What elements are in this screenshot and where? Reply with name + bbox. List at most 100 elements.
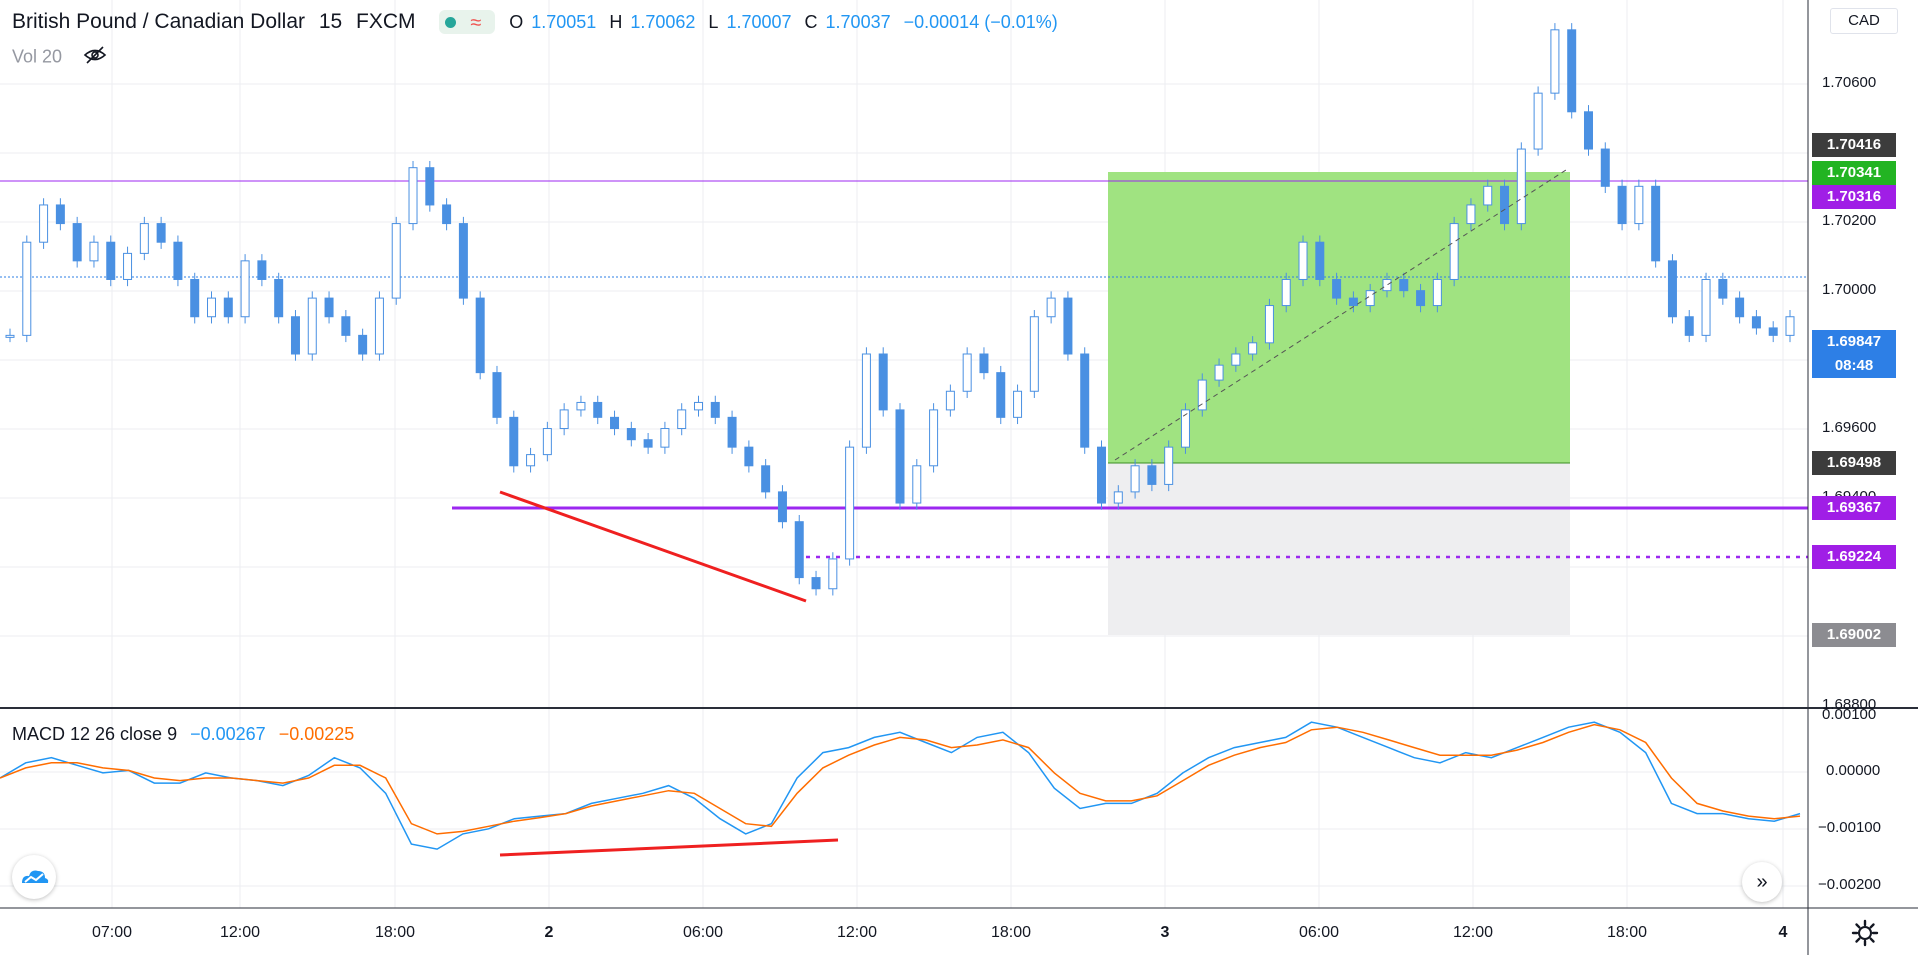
macd-tick: 0.00000 <box>1826 762 1881 779</box>
candle-body <box>408 167 418 225</box>
time-tick: 12:00 <box>836 924 878 941</box>
candle-body <box>1550 29 1560 94</box>
eye-hidden-icon[interactable] <box>83 46 107 69</box>
macd-trend-line[interactable] <box>499 838 839 857</box>
candle-body <box>442 204 452 225</box>
price-tag-high-line: 1.70416 <box>1812 133 1896 157</box>
price-tag-current: 1.69847 <box>1812 330 1896 354</box>
candle-body <box>358 334 368 355</box>
candle-body <box>458 223 468 299</box>
price-tag-target: 1.70341 <box>1812 161 1896 185</box>
candle-body <box>123 252 133 280</box>
candle-body <box>761 465 771 493</box>
macd-tick: 0.00100 <box>1822 706 1877 723</box>
candle-body <box>374 297 384 355</box>
time-tick: 06:00 <box>1298 924 1340 941</box>
volume-legend[interactable]: Vol 20 <box>12 46 107 69</box>
price-trend-line[interactable] <box>499 490 807 603</box>
price-tag-stop-zone: 1.69002 <box>1812 623 1896 647</box>
macd-legend[interactable]: MACD 12 26 close 9 −0.00267 −0.00225 <box>12 724 354 745</box>
candle-body <box>1080 353 1090 448</box>
candle-body <box>324 297 334 318</box>
candle-body <box>1264 305 1274 344</box>
candle-body <box>1751 316 1761 329</box>
candle-body <box>1600 148 1610 187</box>
candle-body <box>794 521 804 579</box>
close-value: 1.70037 <box>825 12 891 32</box>
candle-body <box>307 297 317 355</box>
candle-body <box>1113 491 1123 504</box>
cloud-chart-icon <box>22 870 49 883</box>
candle-body <box>945 390 955 411</box>
candle-body <box>828 558 838 590</box>
candle-body <box>1583 111 1593 150</box>
candle-body <box>1046 297 1056 318</box>
price-tick: 1.70000 <box>1822 281 1877 298</box>
candle-body <box>1667 260 1677 318</box>
candle-body <box>1718 278 1728 299</box>
candle-body <box>72 223 82 262</box>
time-tick: 18:00 <box>374 924 416 941</box>
candle-body <box>1701 278 1711 336</box>
candle-body <box>5 334 15 338</box>
candle-body <box>39 204 49 243</box>
candle-body <box>576 401 586 411</box>
change-value: −0.00014 (−0.01%) <box>903 12 1058 32</box>
candle-body <box>962 353 972 392</box>
candle-body <box>1147 465 1157 485</box>
interval[interactable]: 15 <box>318 10 343 33</box>
market-status[interactable]: ≈ <box>439 10 496 35</box>
candle-body <box>626 428 636 441</box>
candle-body <box>1634 185 1644 225</box>
candle-body <box>391 223 401 299</box>
candle-body <box>1029 316 1039 392</box>
candle-body <box>610 416 620 430</box>
currency-badge[interactable]: CAD <box>1830 8 1898 34</box>
time-tick: 12:00 <box>219 924 261 941</box>
open-label: O <box>509 12 524 32</box>
price-tick: 1.69600 <box>1822 419 1877 436</box>
candle-body <box>693 401 703 411</box>
loss-zone <box>1108 463 1570 635</box>
candle-body <box>1197 379 1207 411</box>
candle-body <box>1298 241 1308 280</box>
market-open-icon <box>445 17 457 29</box>
candle-body <box>912 465 922 504</box>
scroll-to-realtime-button[interactable]: » <box>1742 862 1782 902</box>
volume-label: Vol 20 <box>12 46 63 67</box>
macd-tick: −0.00200 <box>1818 876 1881 893</box>
candle-body <box>677 409 687 430</box>
symbol-legend[interactable]: British Pound / Canadian Dollar 15 FXCM … <box>12 10 1074 35</box>
candle-body <box>845 446 855 560</box>
candle-body <box>929 409 939 467</box>
candle-series <box>5 23 1795 596</box>
low-label: L <box>708 12 719 32</box>
close-label: C <box>804 12 818 32</box>
candle-body <box>1785 316 1795 336</box>
open-value: 1.70051 <box>531 12 597 32</box>
candle-body <box>1332 278 1342 299</box>
candle-body <box>861 353 871 448</box>
macd-line <box>0 721 1801 850</box>
time-tick: 18:00 <box>1606 924 1648 941</box>
time-tick: 4 <box>1778 924 1788 941</box>
price-tag-stop: 1.69224 <box>1812 545 1896 569</box>
candle-body <box>1214 364 1224 381</box>
high-value: 1.70062 <box>630 12 696 32</box>
candle-body <box>1315 241 1325 280</box>
symbol-name[interactable]: British Pound / Canadian Dollar <box>12 10 305 33</box>
candle-body <box>996 372 1006 418</box>
tradingview-logo-button[interactable] <box>12 855 56 899</box>
price-tag-entry: 1.69498 <box>1812 451 1896 475</box>
candle-body <box>1348 297 1358 307</box>
settings-gear-icon[interactable] <box>1850 918 1880 948</box>
candle-body <box>89 241 99 262</box>
candle-body <box>1432 278 1442 307</box>
candle-body <box>1651 185 1661 262</box>
candle-body <box>660 428 670 448</box>
time-tick: 07:00 <box>91 924 133 941</box>
candle-body <box>1231 353 1241 366</box>
candle-body <box>1768 327 1778 336</box>
countdown-tag: 08:48 <box>1812 354 1896 378</box>
